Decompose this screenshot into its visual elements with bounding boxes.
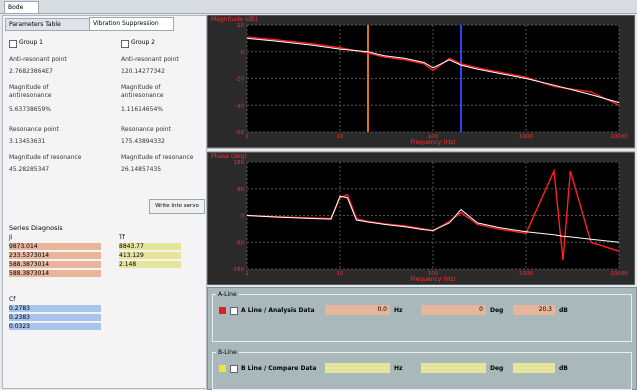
series-line — [246, 37, 620, 104]
left-panel: Parameters Table Vibration Suppression G… — [2, 15, 207, 389]
value-field: 20.3 — [513, 305, 555, 315]
tab[interactable]: Bode — [4, 1, 39, 14]
value-field — [325, 363, 390, 373]
value-cell: 9873.014 — [9, 243, 101, 250]
color-swatch — [219, 365, 226, 372]
field-value: 2.76823864E7 — [9, 68, 53, 75]
value-cell: 0.2383 — [9, 314, 101, 321]
field-value: 1.11614654% — [121, 106, 163, 113]
x-tick-label: 1000 — [519, 271, 533, 277]
line-label: A Line / Analysis Data — [241, 307, 315, 314]
y-tick-label: 180 — [234, 160, 245, 166]
field-value: 175.43894332 — [121, 138, 165, 145]
x-tick-label: 1 — [245, 134, 249, 140]
value-cell: 8843.77 — [119, 243, 181, 250]
y-tick-label: 0 — [241, 214, 245, 220]
checkbox[interactable] — [9, 40, 17, 48]
value-cell: 0.2783 — [9, 305, 101, 312]
checkbox[interactable] — [230, 365, 238, 373]
x-tick-label: 100 — [428, 134, 439, 140]
x-tick-label: 10000 — [610, 271, 628, 277]
tab[interactable]: Vibration Suppression — [89, 17, 174, 31]
checkbox[interactable] — [121, 40, 129, 48]
unit-label: Deg — [490, 307, 504, 314]
y-tick-label: -20 — [235, 77, 244, 83]
value-cell: 413.129 — [119, 252, 181, 259]
cursor-panel: A-Line A Line / Analysis Data 0.0 Hz 0 Deg 20.… — [207, 287, 637, 390]
field-label: Anti-resonant point — [9, 56, 67, 63]
tab-strip: Bode — [0, 0, 637, 14]
value-cell: 233.5373014 — [9, 252, 101, 259]
x-axis-label: Frequency (Hz) — [410, 139, 455, 146]
field-label: Magnitude of antiresonance — [121, 84, 164, 99]
field-value: 45.28285347 — [9, 166, 50, 173]
field-value: 120.14277342 — [121, 68, 165, 75]
value-cell: 588.3873014 — [9, 270, 101, 277]
field-label: Resonance point — [121, 126, 171, 133]
field-label: Magnitude of resonance — [121, 154, 194, 161]
x-tick-label: 10 — [337, 134, 344, 140]
y-tick-label: -180 — [232, 267, 245, 273]
unit-label: Hz — [394, 307, 403, 314]
y-tick-label: 0 — [241, 50, 245, 56]
button[interactable]: Write Into servo — [149, 199, 205, 214]
value-cell: 588.3873014 — [9, 261, 101, 268]
x-tick-label: 1000 — [519, 134, 533, 140]
plots: Magnitude (dB) Frequency (Hz) -60 -40 -20 0 20… — [207, 15, 635, 285]
unit-label: Deg — [490, 365, 504, 372]
group-header: A-Line — [216, 291, 239, 298]
tab[interactable]: Parameters Table — [5, 18, 90, 31]
series-line — [246, 195, 620, 243]
line-label: B Line / Compare Data — [241, 365, 317, 372]
col-label: Tf — [119, 234, 125, 241]
plot-title: Magnitude (dB) — [211, 16, 257, 23]
y-tick-label: -90 — [235, 240, 244, 246]
col-label: Ji — [9, 234, 13, 241]
y-tick-label: 90 — [237, 187, 244, 193]
value-field — [421, 363, 486, 373]
x-tick-label: 10000 — [610, 134, 628, 140]
line-group: A-Line A Line / Analysis Data 0.0 Hz 0 Deg 20.… — [212, 291, 632, 342]
y-tick-label: -40 — [235, 103, 244, 109]
field-value: 3.13453631 — [9, 138, 46, 145]
x-tick-label: 10 — [337, 271, 344, 277]
color-swatch — [219, 307, 226, 314]
field-value: 26.14857435 — [121, 166, 162, 173]
x-tick-label: 100 — [428, 271, 439, 277]
plot-title: Phase (deg) — [211, 153, 247, 160]
checkbox-label: Group 2 — [131, 39, 155, 46]
unit-label: dB — [559, 365, 568, 372]
value-field: 0 — [421, 305, 486, 315]
field-label: Anti-resonant point — [121, 56, 179, 63]
value-cell: 2.148 — [119, 261, 181, 268]
y-tick-label: 20 — [237, 23, 244, 29]
field-value: 5.63738659% — [9, 106, 51, 113]
value-cell: 0.0323 — [9, 323, 101, 330]
section-title: Series Diagnosis — [9, 224, 63, 232]
unit-label: Hz — [394, 365, 403, 372]
unit-label: dB — [559, 307, 568, 314]
field-label: Magnitude of antiresonance — [9, 84, 52, 99]
field-label: Resonance point — [9, 126, 59, 133]
value-field: 0.0 — [325, 305, 390, 315]
y-tick-label: -60 — [235, 130, 244, 136]
group-header: B-Line — [216, 349, 239, 356]
line-group: B-Line B Line / Compare Data Hz Deg dB — [212, 349, 632, 390]
value-field — [513, 363, 555, 373]
x-axis-label: Frequency (Hz) — [410, 276, 455, 283]
field-label: Magnitude of resonance — [9, 154, 82, 161]
checkbox[interactable] — [230, 307, 238, 315]
x-tick-label: 1 — [245, 271, 249, 277]
col-label: Cf — [9, 296, 16, 303]
checkbox-label: Group 1 — [19, 39, 43, 46]
